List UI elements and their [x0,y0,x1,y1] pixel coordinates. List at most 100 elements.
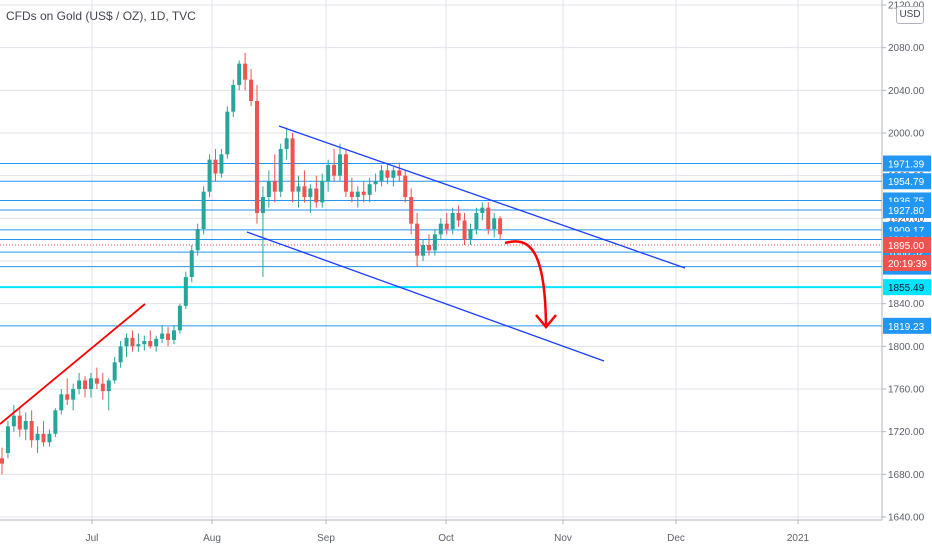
level-tag: 1971.39 [888,160,925,171]
candle-body [29,421,34,441]
candle-body [421,245,426,256]
candle-body [326,165,331,181]
candle-body [160,333,165,339]
candle-body [112,362,117,381]
candle-body [338,154,343,176]
candle-body [23,421,28,430]
candle-body [47,433,52,443]
candle-body [136,344,141,347]
candle-body [11,415,16,427]
currency-button[interactable]: USD [896,6,924,24]
candle-body [71,389,76,400]
candle-body [320,181,325,203]
candle-body [314,188,319,203]
candle-body [349,191,354,197]
level-tag-bg [883,173,931,190]
candle-body [385,170,390,178]
candle-body [219,154,224,174]
channel-upper-line[interactable] [278,125,686,269]
candle-body [207,159,212,192]
candle-body [498,218,503,235]
current-price-tag-bg [883,237,931,253]
x-tick-label: Sep [317,533,335,544]
y-tick-label: 1800.00 [888,342,925,353]
candle-body [249,79,254,101]
candle-body [492,218,497,229]
level-tag: 1927.80 [888,206,925,217]
candle-body [201,191,206,229]
candle-body [148,341,153,347]
highlight-level-tag: 1855.49 [888,283,925,294]
candle-body [373,181,378,185]
channel-lower-line[interactable] [246,231,605,362]
candle-body [35,433,40,441]
price-axis[interactable] [882,0,932,550]
x-tick-label: Aug [203,533,221,544]
candle-body [189,250,194,277]
projection-arrow[interactable] [504,240,548,326]
countdown-tag-bg [883,255,931,271]
y-tick-label: 2000.00 [888,129,925,140]
candle-body [130,337,135,347]
candle-body [254,101,259,213]
candle-body [456,213,461,221]
candle-body [415,223,420,256]
candle-body [0,458,4,464]
candle-body [426,245,431,251]
level-tag: 1909.17 [888,226,925,237]
candle-body [100,383,105,392]
candle-body [124,337,129,347]
chart-title: CFDs on Gold (US$ / OZ), 1D, TVC [6,9,196,23]
level-tag: 1954.79 [888,177,925,188]
projection-arrow-head [535,314,557,329]
candle-body [53,410,58,434]
level-tag: 1819.23 [888,322,925,333]
candle-body [450,213,455,229]
level-tag: 1936.75 [888,196,925,207]
candle-body [88,378,93,389]
candle-body [59,394,64,411]
candle-body [83,380,88,389]
candle-body [94,378,99,384]
candle-body [403,175,408,197]
candle-body [142,341,147,345]
level-tag-bg [883,202,931,219]
candle-body [332,165,337,176]
candle-body [290,138,295,192]
candle-body [195,229,200,251]
candle-body [272,181,277,192]
current-price-tag: 1895.00 [888,241,925,252]
candle-body [391,170,396,178]
y-tick-label: 1760.00 [888,385,925,396]
candle-body [41,433,46,443]
level-tag-bg [883,155,931,172]
candle-body [444,223,449,229]
candle-body [367,184,372,195]
candle-body [225,111,230,155]
candle-body [379,170,384,181]
candle-body [343,154,348,192]
y-tick-label: 1920.00 [888,214,925,225]
candle-body [213,159,218,174]
trend-line-red[interactable] [0,303,146,425]
candle-body [486,207,491,229]
candle-body [65,394,70,400]
y-tick-label: 1640.00 [888,513,925,524]
candle-body [468,229,473,240]
x-tick-label: Nov [554,533,572,544]
candle-body [284,138,289,149]
level-tag-bg [883,317,931,334]
candle-body [5,426,10,453]
x-tick-label: Oct [438,533,454,544]
candle-body [462,220,467,240]
candle-body [302,186,307,197]
y-tick-label: 1840.00 [888,299,925,310]
candle-body [154,338,159,347]
level-tag: 1888.32 [888,248,925,259]
y-tick-label: 2040.00 [888,86,925,97]
highlight-level-tag-bg [883,279,931,296]
candle-body [409,197,414,224]
candle-body [171,330,176,340]
candle-body [118,346,123,363]
